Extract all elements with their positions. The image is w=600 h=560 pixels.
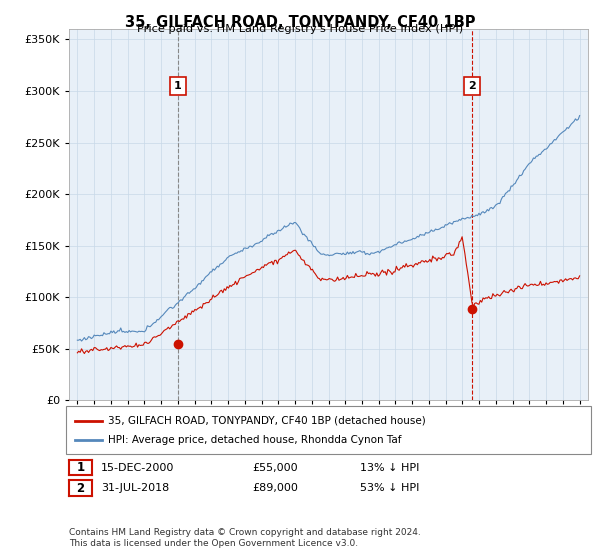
Text: Contains HM Land Registry data © Crown copyright and database right 2024.
This d: Contains HM Land Registry data © Crown c… (69, 528, 421, 548)
Text: Price paid vs. HM Land Registry's House Price Index (HPI): Price paid vs. HM Land Registry's House … (137, 24, 463, 34)
Text: 1: 1 (76, 461, 85, 474)
Text: 31-JUL-2018: 31-JUL-2018 (101, 483, 169, 493)
Text: HPI: Average price, detached house, Rhondda Cynon Taf: HPI: Average price, detached house, Rhon… (108, 435, 401, 445)
Text: 53% ↓ HPI: 53% ↓ HPI (360, 483, 419, 493)
Text: 35, GILFACH ROAD, TONYPANDY, CF40 1BP (detached house): 35, GILFACH ROAD, TONYPANDY, CF40 1BP (d… (108, 416, 426, 426)
Text: 15-DEC-2000: 15-DEC-2000 (101, 463, 174, 473)
Text: 35, GILFACH ROAD, TONYPANDY, CF40 1BP: 35, GILFACH ROAD, TONYPANDY, CF40 1BP (125, 15, 475, 30)
Text: 1: 1 (174, 81, 182, 91)
Text: 2: 2 (76, 482, 85, 495)
Text: £89,000: £89,000 (252, 483, 298, 493)
Text: 13% ↓ HPI: 13% ↓ HPI (360, 463, 419, 473)
Text: 2: 2 (468, 81, 476, 91)
Text: £55,000: £55,000 (252, 463, 298, 473)
